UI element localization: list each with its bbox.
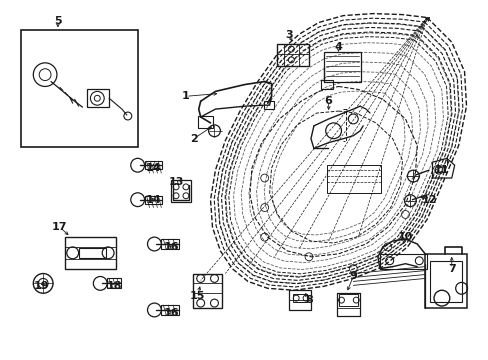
Text: 14: 14 <box>145 163 161 173</box>
Bar <box>323 52 361 82</box>
Bar <box>161 305 179 315</box>
Bar <box>21 30 138 147</box>
Bar <box>87 89 109 107</box>
Bar <box>326 165 380 193</box>
Bar <box>379 254 426 269</box>
Text: 16: 16 <box>163 308 179 318</box>
Text: 7: 7 <box>447 264 455 274</box>
Bar <box>320 80 332 89</box>
Bar <box>197 116 212 128</box>
Text: 3: 3 <box>285 30 292 40</box>
Bar <box>144 196 162 204</box>
Bar <box>79 248 106 258</box>
Bar <box>65 237 116 269</box>
Text: 8: 8 <box>305 295 312 305</box>
Text: 14: 14 <box>145 195 161 205</box>
Text: 19: 19 <box>33 281 49 291</box>
Bar <box>429 261 461 302</box>
Text: 12: 12 <box>421 195 436 205</box>
Text: 9: 9 <box>348 271 357 282</box>
Bar <box>289 290 310 310</box>
Bar <box>192 274 222 308</box>
Text: 2: 2 <box>189 134 197 144</box>
Bar <box>424 254 466 308</box>
Text: 11: 11 <box>433 165 449 175</box>
Bar <box>293 294 306 302</box>
Text: 18: 18 <box>106 281 122 291</box>
Bar <box>277 44 308 66</box>
Bar <box>107 278 121 288</box>
Text: 16: 16 <box>163 242 179 252</box>
Text: 1: 1 <box>182 91 189 101</box>
Text: 13: 13 <box>168 177 183 187</box>
Text: 6: 6 <box>324 96 332 106</box>
Text: 5: 5 <box>54 15 61 26</box>
Bar <box>263 101 273 109</box>
Text: 15: 15 <box>190 291 205 301</box>
Text: 10: 10 <box>397 232 412 242</box>
Bar <box>338 294 358 306</box>
Bar <box>171 180 190 202</box>
Text: 4: 4 <box>334 42 342 52</box>
Bar <box>144 161 162 169</box>
Text: 17: 17 <box>52 222 67 232</box>
Bar <box>161 239 179 249</box>
